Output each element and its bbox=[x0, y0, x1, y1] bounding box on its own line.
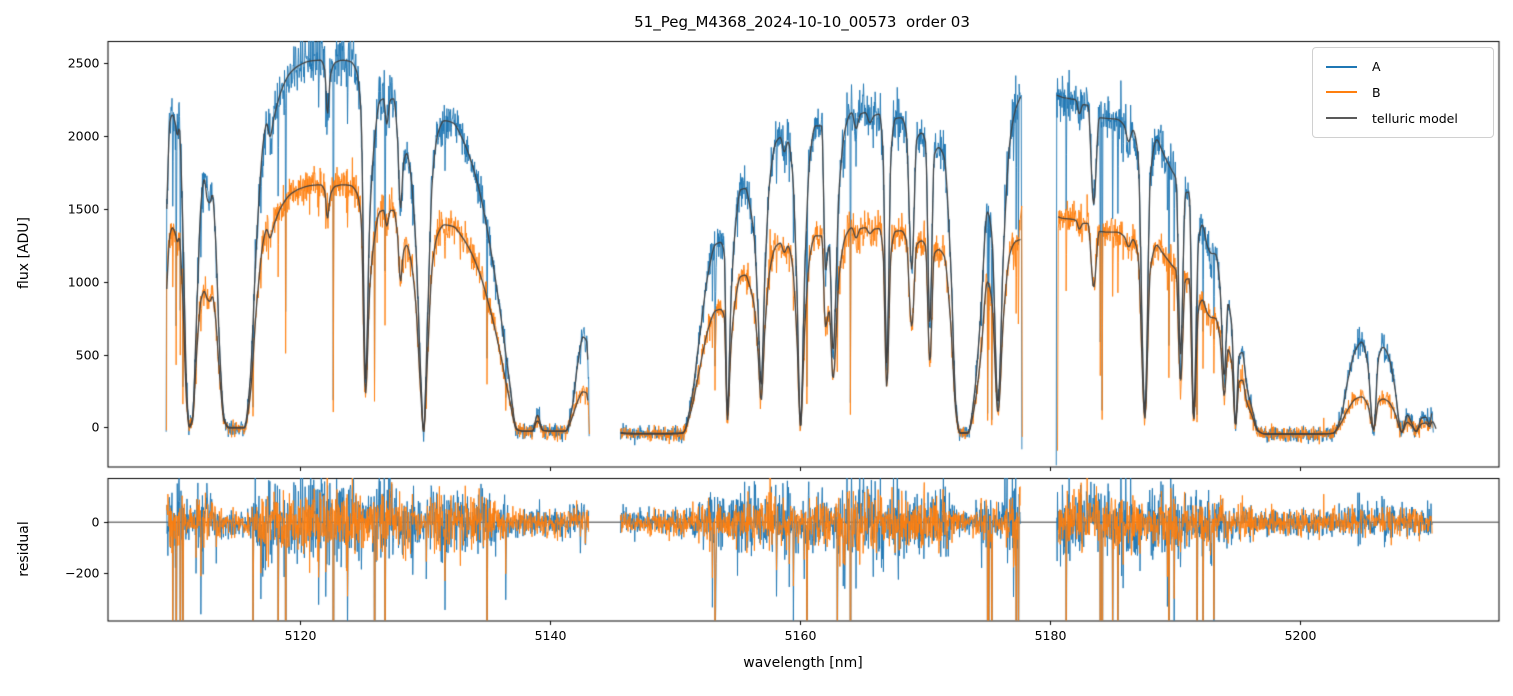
x-tick-label: 5180 bbox=[1034, 627, 1067, 643]
legend-entry-telluric-model: telluric model bbox=[1323, 107, 1483, 129]
x-axis-label: wavelength [nm] bbox=[743, 655, 863, 671]
figure-title: 51_Peg_M4368_2024-10-10_00573 order 03 bbox=[634, 13, 970, 31]
flux-tick-label: 1500 bbox=[67, 201, 100, 217]
legend-line-swatch-telluric bbox=[1326, 117, 1357, 120]
flux-axis-label: flux [ADU] bbox=[16, 217, 32, 289]
legend-label-a: A bbox=[1372, 59, 1381, 75]
residual-axis-label: residual bbox=[16, 521, 32, 577]
legend-entry-b: B bbox=[1323, 81, 1483, 103]
x-tick-label: 5200 bbox=[1284, 627, 1317, 643]
flux-tick-label: 2500 bbox=[67, 55, 100, 71]
flux-tick-label: 500 bbox=[75, 347, 100, 363]
flux-tick-label: 2000 bbox=[67, 128, 100, 144]
legend-label-telluric: telluric model bbox=[1372, 110, 1458, 126]
flux-tick-label: 1000 bbox=[67, 274, 100, 290]
x-tick-label: 5160 bbox=[784, 627, 817, 643]
legend-label-b: B bbox=[1372, 84, 1381, 100]
x-tick-label: 5120 bbox=[284, 627, 317, 643]
flux-tick-label: 0 bbox=[91, 419, 100, 435]
legend-line-swatch-b bbox=[1326, 91, 1357, 94]
legend-line-swatch-a bbox=[1326, 65, 1357, 68]
legend-entry-a: A bbox=[1323, 56, 1483, 78]
residual-tick-label: −200 bbox=[65, 565, 100, 581]
x-tick-label: 5140 bbox=[534, 627, 567, 643]
legend: A B telluric model bbox=[1312, 47, 1494, 138]
residual-tick-label: 0 bbox=[91, 514, 100, 530]
